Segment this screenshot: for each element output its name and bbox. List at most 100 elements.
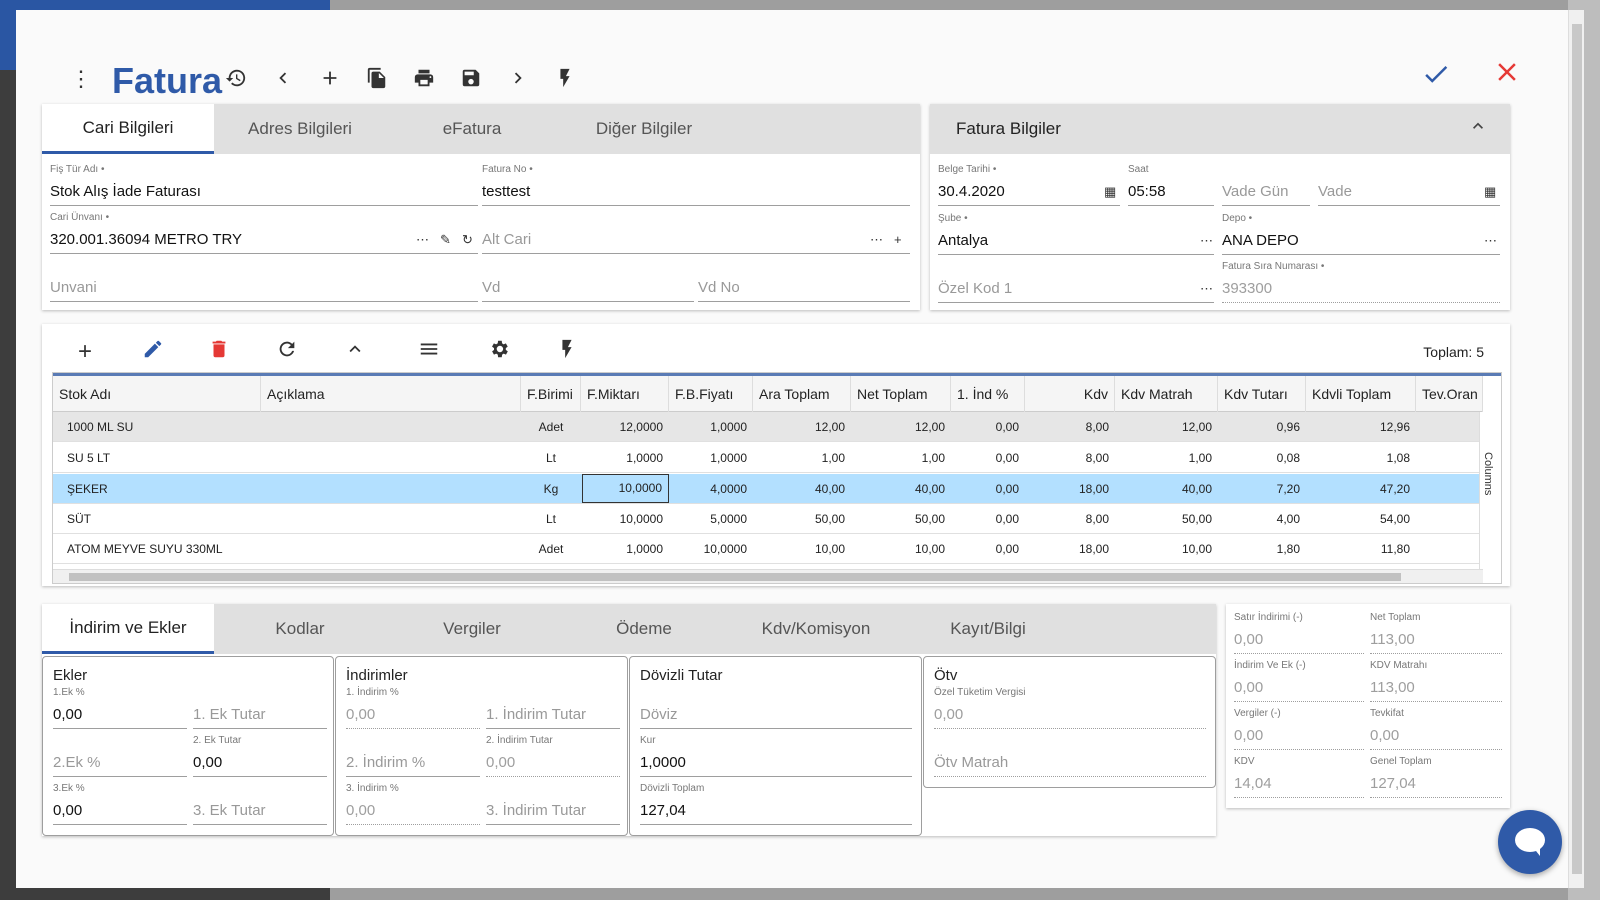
tab-efatura[interactable]: eFatura	[442, 119, 502, 138]
ind2-pct-field[interactable]: 2. İndirim %	[346, 727, 480, 777]
fis-tur-field[interactable]: Fiş Tür Adı • Stok Alış İade Faturası	[50, 156, 478, 206]
add-icon[interactable]: +	[894, 232, 902, 247]
tab-cari-bilgileri[interactable]: Cari Bilgileri	[42, 104, 214, 154]
column-header-kdv-matrah[interactable]: Kdv Matrah	[1115, 376, 1218, 412]
copy-icon[interactable]	[363, 64, 391, 92]
table-row-selected[interactable]: ŞEKER Kg 10,0000 4,0000 40,00 40,00 0,00…	[53, 474, 1483, 504]
column-header-stok-adi[interactable]: Stok Adı	[53, 376, 261, 412]
table-row[interactable]: ATOM MEYVE SUYU 330ML Adet 1,0000 10,000…	[53, 534, 1483, 564]
saat-field[interactable]: Saat 05:58	[1128, 156, 1214, 206]
alt-cari-field[interactable]: Alt Cari ⋯ +	[482, 204, 910, 254]
vade-field[interactable]: Vade ▦	[1318, 156, 1500, 206]
vd-no-field[interactable]: Vd No	[698, 252, 910, 302]
table-row[interactable]: SÜT Lt 10,0000 5,0000 50,00 50,00 0,00 8…	[53, 504, 1483, 534]
scrollbar-thumb[interactable]	[1572, 24, 1582, 874]
cell-kdvli-toplam: 47,20	[1379, 482, 1410, 496]
edit-row-icon[interactable]	[138, 338, 168, 367]
tab-odeme[interactable]: Ödeme	[616, 619, 672, 638]
ind1-tutar-field[interactable]: 1. İndirim Tutar	[486, 679, 620, 729]
ek2-tutar-field[interactable]: 2. Ek Tutar 0,00	[193, 727, 327, 777]
flash-icon[interactable]	[551, 64, 579, 92]
column-header-ara-toplam[interactable]: Ara Toplam	[753, 376, 851, 412]
sube-field[interactable]: Şube • Antalya ⋯	[938, 205, 1214, 255]
cell-kdvli-toplam: 11,80	[1380, 542, 1410, 556]
table-row[interactable]: 1000 ML SU Adet 12,0000 1,0000 12,00 12,…	[53, 412, 1483, 442]
column-header-net-toplam[interactable]: Net Toplam	[851, 376, 951, 412]
chat-button[interactable]	[1498, 810, 1562, 874]
ek1-tutar-field[interactable]: 1. Ek Tutar	[193, 679, 327, 729]
add-icon[interactable]	[316, 64, 344, 92]
ek1-pct-field[interactable]: 1.Ek % 0,00	[53, 679, 187, 729]
column-header-kdv-tutari[interactable]: Kdv Tutarı	[1218, 376, 1306, 412]
chevron-left-icon[interactable]	[269, 64, 297, 92]
history-icon[interactable]	[222, 64, 250, 92]
ek3-tutar-field[interactable]: 3. Ek Tutar	[193, 775, 327, 825]
cari-unvani-field[interactable]: Cari Ünvanı • 320.001.36094 METRO TRY ⋯ …	[50, 204, 478, 254]
vd-field[interactable]: Vd	[482, 252, 694, 302]
depo-field[interactable]: Depo • ANA DEPO ⋯	[1222, 205, 1500, 255]
columns-panel-toggle[interactable]: Columns	[1479, 412, 1501, 572]
column-header-tev-oran[interactable]: Tev.Oran	[1416, 376, 1483, 412]
fatura-bilgiler-header[interactable]: Fatura Bilgiler	[930, 104, 1510, 154]
gear-icon[interactable]	[484, 338, 514, 367]
ek3-pct-field[interactable]: 3.Ek % 0,00	[53, 775, 187, 825]
chevron-up-icon[interactable]	[1468, 116, 1488, 141]
flash-icon[interactable]	[552, 338, 582, 367]
kur-field[interactable]: Kur 1,0000	[640, 727, 912, 777]
column-header-aciklama[interactable]: Açıklama	[261, 376, 521, 412]
add-row-icon[interactable]: +	[77, 338, 92, 365]
ek2-pct-field[interactable]: 2.Ek %	[53, 727, 187, 777]
confirm-check-icon[interactable]	[1421, 56, 1451, 98]
more-horiz-icon[interactable]: ⋯	[1200, 233, 1213, 248]
calendar-icon[interactable]: ▦	[1484, 184, 1497, 199]
page-vertical-scrollbar[interactable]	[1568, 10, 1584, 888]
doviz-field[interactable]: Döviz	[640, 679, 912, 729]
column-header-kdvli-toplam[interactable]: Kdvli Toplam	[1306, 376, 1416, 412]
close-icon[interactable]	[1492, 54, 1522, 96]
tab-adres-bilgileri[interactable]: Adres Bilgileri	[248, 119, 352, 138]
tab-indirim-ve-ekler[interactable]: İndirim ve Ekler	[42, 604, 214, 654]
scrollbar-thumb[interactable]	[69, 573, 1401, 581]
net-toplam-field: Net Toplam 113,00	[1370, 604, 1502, 654]
more-horiz-icon[interactable]: ⋯	[870, 232, 883, 247]
refresh-icon[interactable]	[272, 338, 302, 367]
column-header-f-b-fiyati[interactable]: F.B.Fiyatı	[669, 376, 753, 412]
vade-gun-field[interactable]: Vade Gün	[1222, 156, 1310, 206]
tab-kayit-bilgi[interactable]: Kayıt/Bilgi	[950, 619, 1026, 638]
delete-row-icon[interactable]	[204, 338, 234, 367]
more-horiz-icon[interactable]: ⋯	[416, 232, 429, 247]
tab-vergiler[interactable]: Vergiler	[443, 619, 501, 638]
calendar-icon[interactable]: ▦	[1104, 184, 1117, 199]
kdv-matrahi-label: KDV Matrahı	[1370, 660, 1428, 671]
more-horiz-icon[interactable]: ⋯	[1200, 281, 1213, 296]
ind3-tutar-field[interactable]: 3. İndirim Tutar	[486, 775, 620, 825]
grid-header: Stok Adı Açıklama F.Birimi F.Miktarı F.B…	[53, 376, 1483, 412]
column-header-ind-pct[interactable]: 1. İnd %	[951, 376, 1025, 412]
refresh-icon[interactable]: ↻	[462, 232, 473, 247]
cell-miktar-focused[interactable]: 10,0000	[582, 474, 669, 503]
fatura-no-field[interactable]: Fatura No • testtest	[482, 156, 910, 206]
column-header-kdv[interactable]: Kdv	[1025, 376, 1115, 412]
menu-icon[interactable]	[414, 338, 444, 367]
chevron-right-icon[interactable]	[504, 64, 532, 92]
edit-icon[interactable]: ✎	[440, 232, 451, 247]
more-horiz-icon[interactable]: ⋯	[1484, 233, 1497, 248]
tab-kodlar[interactable]: Kodlar	[275, 619, 325, 638]
table-row[interactable]: SU 5 LT Lt 1,0000 1,0000 1,00 1,00 0,00 …	[53, 443, 1483, 473]
more-menu-icon[interactable]: ⋮	[70, 66, 92, 91]
unvani-field[interactable]: Unvani	[50, 252, 478, 302]
chevron-up-icon[interactable]	[340, 338, 370, 367]
fis-tur-label: Fiş Tür Adı •	[50, 164, 105, 175]
ozel-kod-field[interactable]: Özel Kod 1 ⋯	[938, 253, 1214, 303]
ind1-pct-label: 1. İndirim %	[346, 687, 399, 698]
column-header-f-miktari[interactable]: F.Miktarı	[581, 376, 669, 412]
print-icon[interactable]	[410, 64, 438, 92]
grid-horizontal-scrollbar[interactable]	[53, 569, 1483, 583]
tab-diger-bilgiler[interactable]: Diğer Bilgiler	[595, 119, 693, 138]
cell-kdvli-toplam: 12,96	[1379, 420, 1410, 434]
belge-tarihi-field[interactable]: Belge Tarihi • 30.4.2020 ▦	[938, 156, 1120, 206]
save-icon[interactable]	[457, 64, 485, 92]
dovizli-toplam-field[interactable]: Dövizli Toplam 127,04	[640, 775, 912, 825]
tab-kdv-komisyon[interactable]: Kdv/Komisyon	[761, 619, 871, 638]
column-header-f-birimi[interactable]: F.Birimi	[521, 376, 581, 412]
